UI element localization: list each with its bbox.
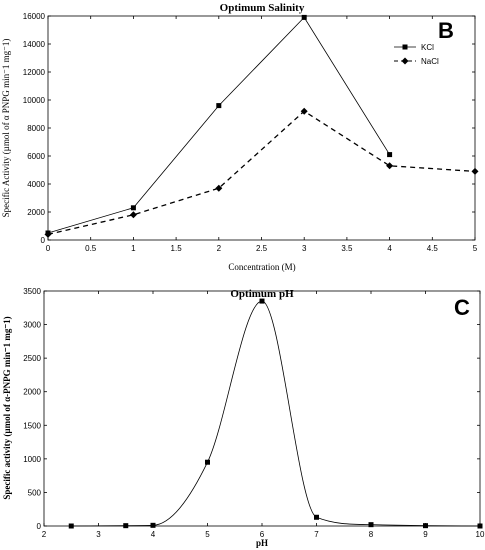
salinity-x-tick-label: 3.5 <box>341 244 353 253</box>
salinity-ticks: 0 0.5 1 1.5 2 2.5 3 3.5 4 4.5 5 0 2000 4000 6000 8000 10… <box>23 12 478 253</box>
salinity-point-kcl <box>387 152 393 158</box>
salinity-x-axis-label: Concentration (M) <box>228 262 295 272</box>
ph-x-tick-label: 3 <box>96 530 101 539</box>
salinity-point-nacl <box>215 184 223 192</box>
ph-y-axis-label: Specific activity (µmol of α-PNPG min⁻1 … <box>2 316 12 499</box>
salinity-x-tick-label: 3 <box>302 244 307 253</box>
ph-x-axis-label: pH <box>256 538 268 548</box>
ph-ticks: 2 3 4 5 6 7 8 9 10 0 500 1000 1500 2000 2500 3000 3500 <box>23 287 485 539</box>
salinity-y-tick-label: 16000 <box>23 12 46 21</box>
legend-nacl-label: NaCl <box>421 57 439 66</box>
salinity-point-nacl <box>300 107 308 115</box>
salinity-point-kcl <box>130 205 136 211</box>
ph-x-tick-label: 8 <box>369 530 374 539</box>
salinity-y-tick-label: 0 <box>41 236 46 245</box>
ph-point <box>123 523 129 529</box>
salinity-point-nacl <box>129 211 137 219</box>
salinity-series-line-kcl <box>47 16 390 234</box>
salinity-series <box>44 14 479 238</box>
salinity-point-nacl <box>44 230 52 238</box>
ph-x-tick-label: 6 <box>260 530 265 539</box>
ph-y-tick-label: 3000 <box>23 321 41 330</box>
ph-y-tick-label: 500 <box>28 488 42 497</box>
ph-point <box>477 523 483 529</box>
ph-point <box>368 522 374 528</box>
salinity-x-tick-label: 1 <box>131 244 136 253</box>
ph-point <box>150 522 156 528</box>
salinity-y-tick-label: 8000 <box>27 124 45 133</box>
ph-y-tick-label: 0 <box>37 522 42 531</box>
salinity-x-tick-label: 0.5 <box>85 244 97 253</box>
salinity-point-kcl <box>216 103 222 109</box>
ph-point <box>68 523 74 529</box>
salinity-plot-frame <box>47 15 476 241</box>
ph-point <box>314 514 319 520</box>
ph-y-tick-label: 3500 <box>23 287 41 296</box>
salinity-legend: KCl NaCl <box>394 43 439 66</box>
ph-y-tick-label: 1500 <box>23 421 41 430</box>
ph-chart: Optimum pH 2 3 4 5 6 7 8 9 100500100015002000250… <box>2 287 485 548</box>
salinity-y-tick-label: 10000 <box>23 96 46 105</box>
salinity-y-tick-label: 14000 <box>23 40 46 49</box>
ph-point <box>259 298 265 304</box>
salinity-series-line-nacl <box>47 110 476 236</box>
ph-series-curve <box>71 300 481 527</box>
salinity-x-tick-label: 5 <box>473 244 478 253</box>
salinity-y-tick-label: 2000 <box>27 208 45 217</box>
ph-x-tick-label: 5 <box>205 530 210 539</box>
ph-y-tick-label: 2500 <box>23 354 41 363</box>
ph-x-tick-label: 10 <box>476 530 485 539</box>
ph-x-tick-label: 2 <box>42 530 47 539</box>
salinity-point-nacl <box>471 167 479 175</box>
ph-x-tick-label: 7 <box>314 530 319 539</box>
salinity-x-tick-label: 4.5 <box>427 244 439 253</box>
legend-kcl-label: KCl <box>421 43 434 52</box>
ph-plot-frame <box>43 290 481 527</box>
salinity-x-tick-label: 2 <box>217 244 222 253</box>
ph-series <box>68 298 483 529</box>
ph-point <box>205 459 210 465</box>
salinity-y-axis-label: Specific Activity (µmol of α PNPG min⁻1 … <box>1 39 11 218</box>
salinity-x-tick-label: 1.5 <box>171 244 183 253</box>
ph-panel-label: C <box>454 295 470 320</box>
salinity-x-tick-label: 2.5 <box>256 244 268 253</box>
legend-nacl-marker <box>401 57 409 65</box>
salinity-chart: Optimum Salinity 0 0.5 1 1.5 2 2.5 3 3.5 4 4.5 5 0 2… <box>1 2 479 272</box>
salinity-y-tick-label: 6000 <box>27 152 45 161</box>
ph-y-tick-label: 1000 <box>23 455 41 464</box>
ph-y-tick-label: 2000 <box>23 388 41 397</box>
ph-x-tick-label: 9 <box>423 530 428 539</box>
salinity-x-tick-label: 4 <box>387 244 392 253</box>
salinity-y-tick-label: 12000 <box>23 68 46 77</box>
salinity-panel-label: B <box>438 18 454 43</box>
ph-point <box>423 523 428 529</box>
salinity-point-kcl <box>301 14 307 20</box>
ph-x-tick-label: 4 <box>151 530 156 539</box>
legend-kcl-marker <box>402 44 408 50</box>
salinity-x-tick-label: 0 <box>46 244 51 253</box>
salinity-y-tick-label: 4000 <box>27 180 45 189</box>
salinity-point-nacl <box>386 162 394 170</box>
salinity-chart-title: Optimum Salinity <box>220 2 305 14</box>
